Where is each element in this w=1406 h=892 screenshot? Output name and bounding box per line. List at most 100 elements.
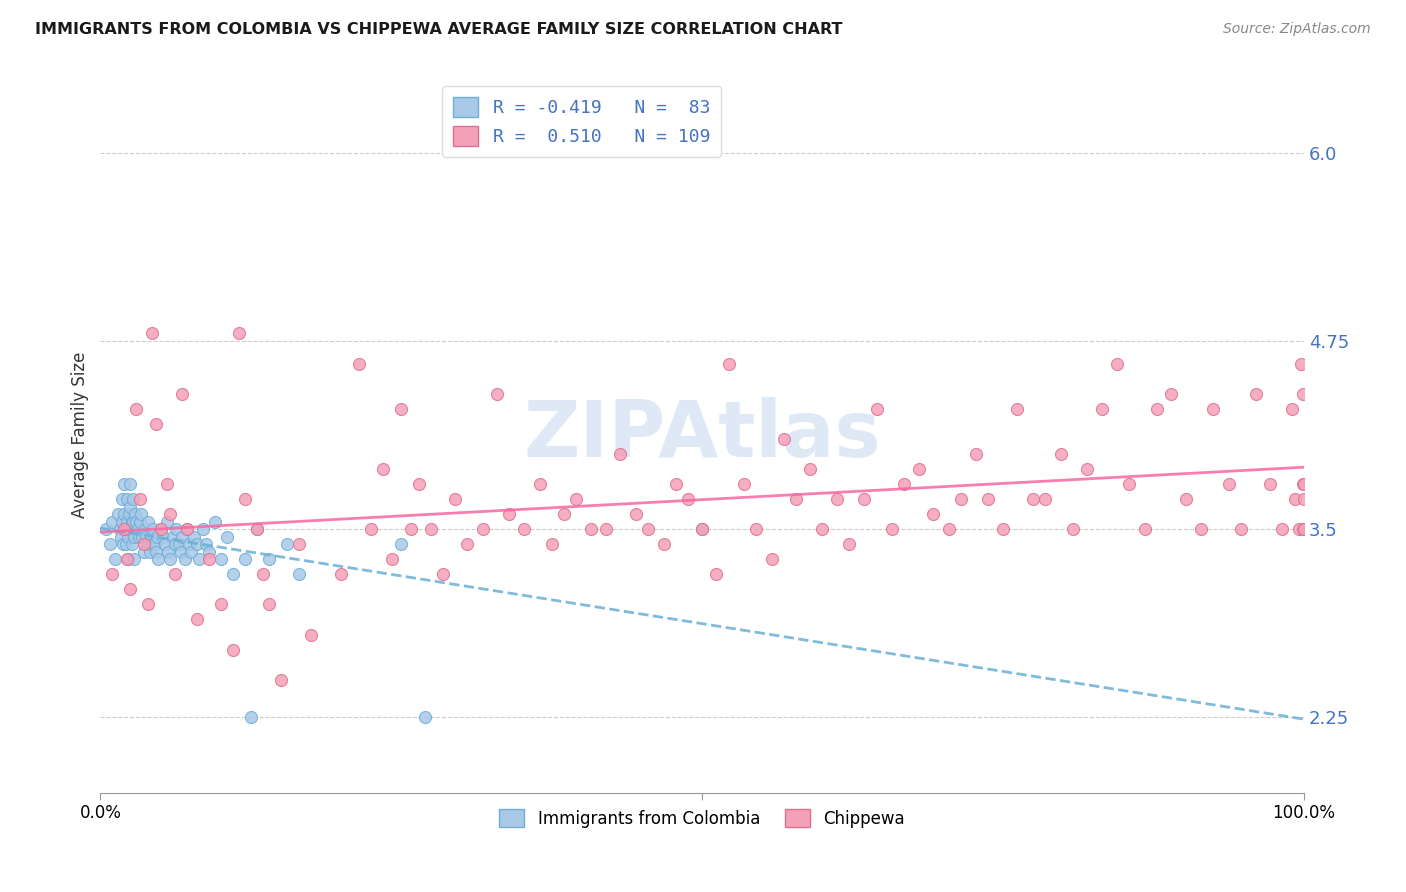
Point	[101, 515, 124, 529]
Point	[373, 462, 395, 476]
Point	[773, 432, 796, 446]
Point	[276, 537, 298, 551]
Point	[129, 515, 152, 529]
Point	[498, 507, 520, 521]
Point	[121, 515, 143, 529]
Point	[183, 530, 205, 544]
Point	[120, 582, 142, 597]
Point	[129, 507, 152, 521]
Point	[893, 477, 915, 491]
Point	[118, 522, 141, 536]
Point	[1288, 522, 1310, 536]
Point	[1292, 491, 1315, 506]
Point	[222, 567, 245, 582]
Point	[209, 598, 232, 612]
Point	[112, 522, 135, 536]
Point	[664, 477, 686, 491]
Point	[176, 522, 198, 536]
Point	[136, 537, 159, 551]
Point	[624, 507, 647, 521]
Point	[865, 401, 887, 416]
Point	[163, 537, 186, 551]
Point	[1244, 386, 1267, 401]
Point	[706, 567, 728, 582]
Point	[156, 545, 179, 559]
Point	[1062, 522, 1084, 536]
Point	[114, 522, 136, 536]
Point	[1291, 357, 1313, 371]
Point	[186, 613, 208, 627]
Point	[159, 552, 181, 566]
Point	[139, 530, 162, 544]
Point	[252, 567, 274, 582]
Point	[581, 522, 603, 536]
Point	[420, 522, 443, 536]
Point	[1271, 522, 1294, 536]
Point	[179, 537, 201, 551]
Point	[138, 545, 160, 559]
Point	[197, 545, 219, 559]
Point	[112, 477, 135, 491]
Point	[1284, 491, 1306, 506]
Point	[785, 491, 807, 506]
Point	[1033, 491, 1056, 506]
Point	[141, 537, 163, 551]
Point	[112, 507, 135, 521]
Point	[540, 537, 562, 551]
Point	[149, 522, 172, 536]
Point	[690, 522, 713, 536]
Point	[389, 401, 412, 416]
Point	[125, 401, 148, 416]
Point	[125, 515, 148, 529]
Point	[1118, 477, 1140, 491]
Point	[111, 491, 134, 506]
Point	[152, 530, 174, 544]
Point	[132, 545, 155, 559]
Point	[991, 522, 1014, 536]
Point	[360, 522, 382, 536]
Point	[1258, 477, 1281, 491]
Point	[145, 417, 167, 431]
Point	[145, 545, 167, 559]
Point	[553, 507, 575, 521]
Point	[246, 522, 269, 536]
Point	[121, 491, 143, 506]
Point	[135, 530, 157, 544]
Point	[165, 522, 187, 536]
Point	[270, 673, 292, 687]
Point	[977, 491, 1000, 506]
Point	[104, 552, 127, 566]
Point	[1292, 522, 1315, 536]
Point	[115, 515, 138, 529]
Point	[907, 462, 929, 476]
Point	[191, 522, 214, 536]
Point	[1292, 522, 1315, 536]
Point	[117, 552, 139, 566]
Point	[1076, 462, 1098, 476]
Point	[717, 357, 740, 371]
Point	[1189, 522, 1212, 536]
Point	[380, 552, 402, 566]
Y-axis label: Average Family Size: Average Family Size	[72, 351, 89, 518]
Point	[745, 522, 768, 536]
Point	[1174, 491, 1197, 506]
Point	[162, 530, 184, 544]
Point	[149, 522, 172, 536]
Point	[1218, 477, 1240, 491]
Point	[163, 567, 186, 582]
Point	[444, 491, 467, 506]
Point	[922, 507, 945, 521]
Point	[389, 537, 412, 551]
Point	[159, 507, 181, 521]
Point	[811, 522, 834, 536]
Point	[1049, 447, 1071, 461]
Point	[432, 567, 454, 582]
Text: ZIPAtlas: ZIPAtlas	[523, 397, 880, 473]
Point	[652, 537, 675, 551]
Point	[146, 530, 169, 544]
Point	[222, 642, 245, 657]
Point	[129, 491, 152, 506]
Point	[257, 552, 280, 566]
Point	[117, 530, 139, 544]
Point	[882, 522, 904, 536]
